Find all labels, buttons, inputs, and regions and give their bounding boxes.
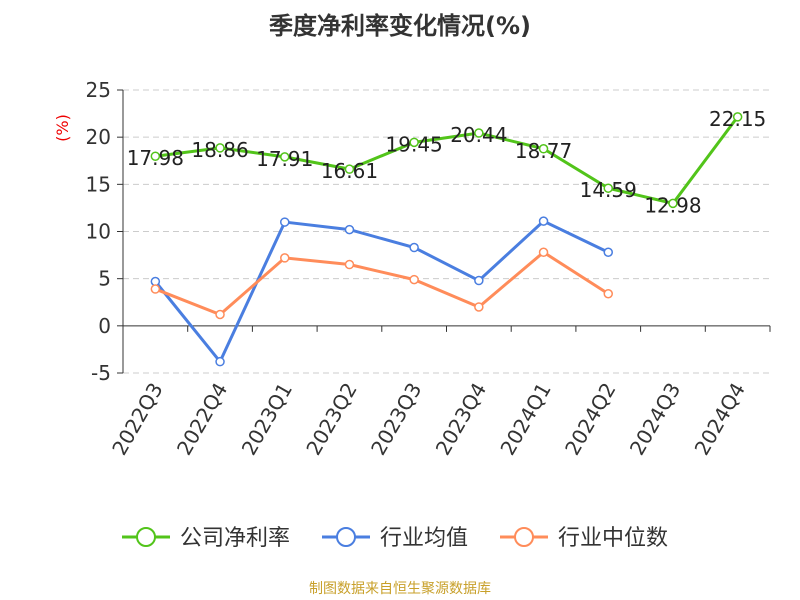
legend-label: 行业中位数: [558, 526, 668, 551]
series-line: [154, 219, 609, 365]
data-label: 16.61: [321, 159, 378, 183]
data-label: 19.45: [386, 132, 443, 156]
data-point: [280, 152, 290, 162]
data-point: [215, 309, 225, 320]
data-point: [538, 247, 549, 258]
data-label: 12.98: [644, 193, 701, 217]
y-tick-label: -5: [91, 361, 111, 385]
x-tick-label: 2024Q4: [690, 379, 750, 460]
x-tick-label: 2022Q3: [107, 379, 167, 460]
data-label: 20.44: [450, 123, 507, 147]
data-point: [215, 356, 225, 367]
x-tick-label: 2024Q1: [495, 379, 555, 460]
data-label: 14.59: [580, 178, 637, 202]
data-label: 18.86: [191, 138, 248, 162]
data-point: [603, 247, 613, 258]
x-tick-label: 2024Q2: [560, 379, 620, 460]
data-point: [280, 253, 290, 263]
source-footer: 制图数据来自恒生聚源数据库: [309, 581, 491, 597]
data-label: 18.77: [515, 139, 572, 163]
legend-label: 公司净利率: [180, 526, 290, 551]
y-tick-label: 5: [98, 267, 111, 291]
data-point: [150, 151, 161, 161]
data-point: [150, 284, 161, 294]
legend-marker: [514, 527, 534, 547]
data-label: 22.15: [709, 107, 766, 131]
data-point: [409, 242, 419, 253]
data-point: [280, 217, 290, 227]
x-tick-label: 2023Q4: [431, 378, 491, 459]
data-point: [538, 216, 549, 226]
x-tick-label: 2024Q3: [625, 379, 685, 460]
y-tick-label: 25: [86, 78, 111, 102]
data-label: 17.91: [256, 147, 313, 171]
y-tick-label: 20: [86, 125, 111, 149]
data-point: [732, 112, 743, 122]
y-tick-label: 10: [86, 220, 111, 244]
data-point: [474, 128, 484, 138]
chart-title: 季度净利率变化情况(%): [269, 12, 531, 40]
x-tick-label: 2023Q3: [366, 379, 426, 460]
legend-label: 行业均值: [380, 526, 468, 551]
data-point: [344, 259, 355, 270]
data-point: [603, 183, 613, 193]
data-point: [344, 224, 355, 235]
data-point: [409, 137, 419, 148]
data-point: [474, 275, 484, 286]
y-tick-label: 0: [98, 314, 111, 338]
data-point: [668, 198, 678, 209]
data-point: [215, 143, 225, 153]
y-tick-label: 15: [86, 172, 111, 196]
data-point: [603, 289, 613, 299]
data-label: 17.98: [127, 146, 184, 170]
legend-marker: [336, 527, 356, 547]
x-tick-label: 2023Q1: [237, 379, 297, 460]
data-point: [409, 274, 419, 285]
series-line: [155, 115, 739, 206]
data-point: [538, 144, 549, 154]
x-tick-label: 2022Q4: [172, 379, 232, 460]
x-tick-label: 2023Q2: [301, 379, 361, 460]
legend-marker: [136, 527, 156, 547]
series-line: [154, 250, 610, 317]
y-axis-label: (%): [53, 114, 72, 142]
data-point: [474, 302, 484, 312]
data-point: [344, 164, 355, 174]
